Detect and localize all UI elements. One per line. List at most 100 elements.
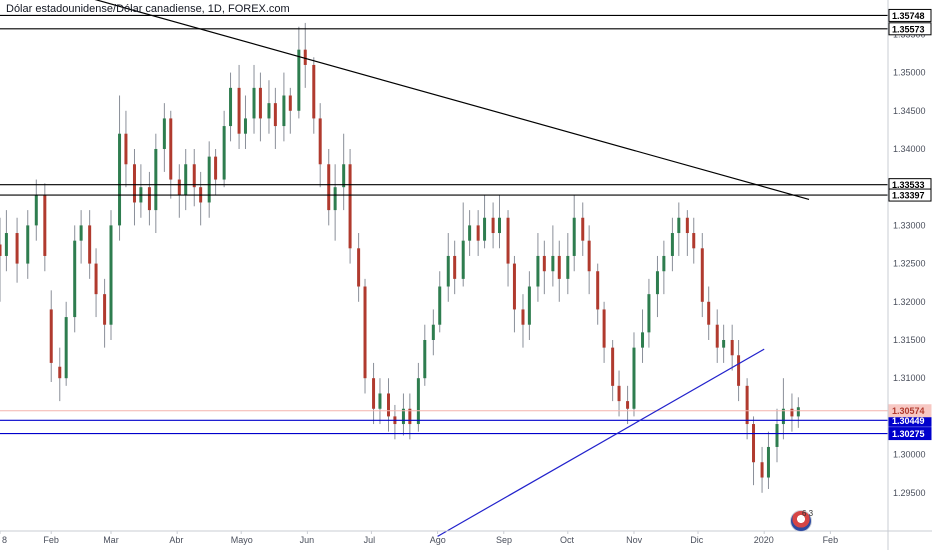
candle-body <box>551 255 555 272</box>
x-tick-label: Mar <box>103 535 119 545</box>
candle-body <box>237 87 241 134</box>
x-tick-label: Abr <box>169 535 183 545</box>
event-count: 6 3 <box>802 509 814 518</box>
candle-body <box>282 95 286 127</box>
candle-body <box>184 164 188 195</box>
candle-body <box>118 133 122 226</box>
candle-body <box>641 332 645 348</box>
x-tick-label: Sep <box>496 535 512 545</box>
candle-body <box>438 286 442 325</box>
x-tick-label: Mayo <box>231 535 253 545</box>
candle-body <box>387 393 390 417</box>
candle-body <box>572 217 576 256</box>
x-tick-label: Jul <box>364 535 376 545</box>
candle-body <box>333 187 337 211</box>
candle-body <box>342 164 346 188</box>
candle-body <box>303 49 307 65</box>
candle-body <box>169 118 173 180</box>
current-price-badge-bg <box>888 404 932 418</box>
candle-body <box>192 164 196 188</box>
candle-body <box>527 286 531 325</box>
candle-body <box>0 244 2 256</box>
y-tick-label: 1.35000 <box>893 68 926 78</box>
current-price-badge: 1.30574 <box>892 406 925 416</box>
candle-body <box>273 103 277 127</box>
x-tick-label: Jun <box>300 535 315 545</box>
candle-body <box>542 255 546 272</box>
candle-body <box>632 347 636 409</box>
us-flag-icon[interactable] <box>790 510 812 532</box>
y-tick-label: 1.31000 <box>893 373 926 383</box>
y-tick-label: 1.31500 <box>893 335 926 345</box>
candle-body <box>611 347 615 386</box>
candle-body <box>103 294 107 325</box>
candle-body <box>453 255 457 279</box>
candle-body <box>416 378 420 425</box>
candle-body <box>408 408 412 425</box>
candle-body <box>476 225 480 241</box>
candle-body <box>378 393 382 409</box>
candle-body <box>64 317 68 379</box>
candle-body <box>214 156 218 180</box>
candle-body <box>602 309 606 348</box>
x-tick-label: Oct <box>560 535 575 545</box>
candle-body <box>58 366 62 379</box>
candle-body <box>521 309 525 325</box>
candle-body <box>512 263 516 310</box>
x-tick-label: Ago <box>430 535 446 545</box>
level-price-badge-bg <box>888 427 932 441</box>
candle-body <box>775 424 779 447</box>
level-price-badge: 1.33397 <box>892 191 925 201</box>
candle-body <box>15 233 19 264</box>
candle-body <box>147 187 151 211</box>
candle-body <box>207 156 211 203</box>
candle-body <box>162 118 166 149</box>
candle-body <box>297 49 301 111</box>
candle-body <box>327 164 331 211</box>
candle-body <box>288 95 292 111</box>
candles-layer <box>0 22 800 493</box>
candle-body <box>566 255 570 279</box>
candle-body <box>348 164 352 249</box>
candle-body <box>796 407 800 417</box>
candle-body <box>737 355 741 386</box>
x-tick-label: 2020 <box>754 535 774 545</box>
candle-body <box>229 87 233 127</box>
candle-body <box>760 462 764 478</box>
candle-body <box>177 179 181 195</box>
candle-body <box>154 148 158 211</box>
candle-body <box>745 385 749 425</box>
level-price-badge-bg <box>888 22 932 36</box>
candle-body <box>498 217 501 234</box>
candle-body <box>596 271 600 310</box>
candle-body <box>506 217 510 264</box>
y-tick-label: 1.29500 <box>893 488 926 498</box>
x-tick-label: Feb <box>823 535 839 545</box>
level-price-badge-bg <box>888 188 932 202</box>
y-tick-label: 1.32000 <box>893 297 926 307</box>
candle-body <box>483 217 487 241</box>
y-tick-label: 1.30000 <box>893 450 926 460</box>
candle-body <box>132 164 136 203</box>
candle-body <box>766 446 770 478</box>
candle-body <box>581 217 585 241</box>
x-tick-label: Nov <box>626 535 643 545</box>
trendline-blue <box>437 348 765 537</box>
candle-body <box>363 286 367 379</box>
candle-body <box>79 225 83 241</box>
candle-body <box>73 240 77 318</box>
candle-body <box>461 240 465 279</box>
candle-body <box>431 324 435 340</box>
candle-body <box>557 255 561 279</box>
candle-body <box>730 339 734 356</box>
candle-body <box>685 217 689 234</box>
level-price-badge: 1.35748 <box>892 11 925 21</box>
candle-body <box>536 255 540 287</box>
y-tick-label: 1.34500 <box>893 106 926 116</box>
candle-body <box>587 240 591 272</box>
candle-body <box>677 217 681 234</box>
candle-body <box>715 324 719 348</box>
candle-body <box>312 64 316 119</box>
x-tick-label: 8 <box>2 535 7 545</box>
